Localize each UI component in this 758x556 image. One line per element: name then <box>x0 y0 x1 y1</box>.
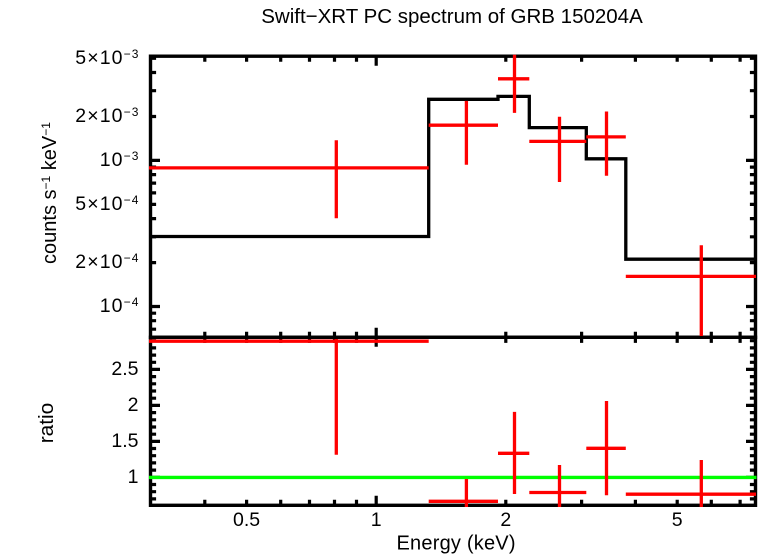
svg-text:2×10−3: 2×10−3 <box>75 105 139 127</box>
svg-text:1.5: 1.5 <box>111 430 138 452</box>
svg-text:0.5: 0.5 <box>233 509 260 531</box>
svg-text:1: 1 <box>128 466 139 488</box>
svg-text:ratio: ratio <box>36 403 58 444</box>
svg-text:5: 5 <box>672 509 683 531</box>
svg-text:1: 1 <box>371 509 382 531</box>
svg-text:Energy (keV): Energy (keV) <box>397 533 516 555</box>
svg-text:2: 2 <box>128 394 139 416</box>
svg-text:Swift−XRT PC spectrum of GRB 1: Swift−XRT PC spectrum of GRB 150204A <box>261 5 643 28</box>
svg-text:5×10−4: 5×10−4 <box>75 193 139 215</box>
svg-text:2×10−4: 2×10−4 <box>75 251 139 273</box>
svg-text:5×10−3: 5×10−3 <box>75 47 139 69</box>
svg-text:2: 2 <box>500 509 511 531</box>
svg-text:counts s−1 keV−1: counts s−1 keV−1 <box>39 122 61 264</box>
svg-text:2.5: 2.5 <box>111 358 138 380</box>
